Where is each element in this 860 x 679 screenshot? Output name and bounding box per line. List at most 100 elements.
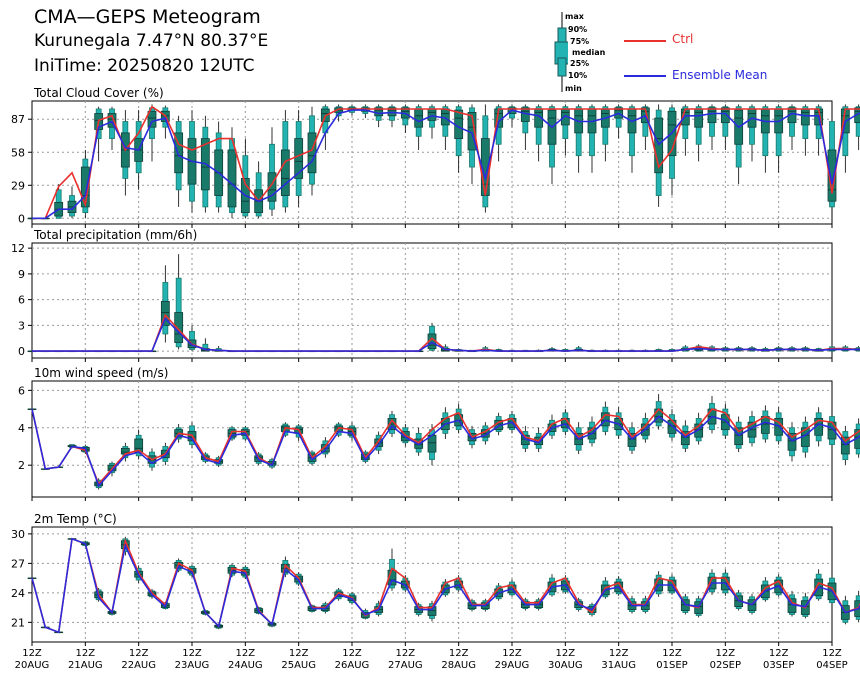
box-inner bbox=[280, 149, 290, 196]
box-inner bbox=[174, 132, 184, 174]
x-tick-hour-label: 12Z bbox=[22, 648, 42, 659]
x-tick-date-label: 01SEP bbox=[656, 660, 687, 671]
box-inner bbox=[680, 431, 690, 446]
x-tick-date-label: 20AUG bbox=[15, 660, 50, 671]
legend-median-label: median bbox=[572, 48, 606, 57]
x-tick-date-label: 24AUG bbox=[228, 660, 263, 671]
legend-p25-label: 25% bbox=[570, 59, 590, 68]
y-tick-label: 0 bbox=[18, 345, 25, 358]
y-tick-label: 24 bbox=[11, 587, 25, 600]
x-tick-date-label: 22AUG bbox=[121, 660, 156, 671]
box-inner bbox=[694, 423, 704, 438]
location-label: Kurunegala 7.47°N 80.37°E bbox=[34, 31, 269, 51]
box-inner bbox=[427, 108, 437, 121]
legend-p75-label: 75% bbox=[570, 37, 590, 46]
y-tick-label: 87 bbox=[11, 113, 25, 126]
mean-legend-label: Ensemble Mean bbox=[672, 68, 768, 82]
panel-title-temp: 2m Temp (°C) bbox=[34, 512, 117, 526]
box-inner bbox=[147, 110, 157, 128]
series-legend: Ctrl Ensemble Mean bbox=[620, 30, 820, 90]
x-tick-date-label: 23AUG bbox=[175, 660, 210, 671]
panel-title-wind: 10m wind speed (m/s) bbox=[34, 366, 168, 380]
box-inner bbox=[307, 132, 317, 174]
box-inner bbox=[827, 149, 837, 202]
panel-title-cloud: Total Cloud Cover (%) bbox=[33, 86, 164, 100]
legend-p90-label: 90% bbox=[568, 25, 588, 34]
y-tick-label: 21 bbox=[11, 616, 25, 629]
box-inner bbox=[707, 107, 717, 124]
x-tick-date-label: 29AUG bbox=[495, 660, 530, 671]
box-inner bbox=[800, 108, 810, 126]
x-tick-date-label: 21AUG bbox=[68, 660, 103, 671]
x-tick-hour-label: 12Z bbox=[716, 648, 736, 659]
x-tick-hour-label: 12Z bbox=[342, 648, 362, 659]
header: CMA—GEPS Meteogram Kurunegala 7.47°N 80.… bbox=[0, 0, 860, 100]
mean-line-temp bbox=[31, 537, 860, 634]
page-title: CMA—GEPS Meteogram bbox=[34, 6, 261, 28]
x-tick-date-label: 04SEP bbox=[816, 660, 847, 671]
box-inner bbox=[160, 300, 170, 326]
y-tick-label: 4 bbox=[18, 422, 25, 435]
mean-line-wind bbox=[31, 408, 860, 488]
y-tick-label: 29 bbox=[11, 179, 25, 192]
x-tick-date-label: 31AUG bbox=[601, 660, 636, 671]
boxplot-legend-icon bbox=[554, 12, 568, 92]
box-inner bbox=[107, 113, 117, 128]
y-tick-label: 2 bbox=[18, 459, 25, 472]
x-tick-hour-label: 12Z bbox=[769, 648, 789, 659]
x-tick-date-label: 27AUG bbox=[388, 660, 423, 671]
x-tick-date-label: 30AUG bbox=[548, 660, 583, 671]
x-tick-date-label: 02SEP bbox=[710, 660, 741, 671]
y-tick-label: 9 bbox=[18, 268, 25, 281]
mean-line-precip bbox=[32, 317, 860, 352]
x-tick-date-label: 03SEP bbox=[763, 660, 794, 671]
y-tick-label: 58 bbox=[11, 146, 25, 159]
ctrl-legend-label: Ctrl bbox=[672, 32, 694, 46]
x-tick-hour-label: 12Z bbox=[129, 648, 149, 659]
box-inner bbox=[694, 108, 704, 128]
mean-line-cloud bbox=[32, 109, 860, 220]
legend-min-label: min bbox=[565, 84, 582, 93]
x-tick-hour-label: 12Z bbox=[662, 648, 682, 659]
x-tick-hour-label: 12Z bbox=[609, 648, 629, 659]
init-time-label: IniTime: 20250820 12UTC bbox=[34, 56, 255, 76]
ctrl-line-wind bbox=[31, 407, 860, 486]
x-tick-hour-label: 12Z bbox=[289, 648, 309, 659]
y-tick-label: 12 bbox=[11, 242, 25, 255]
y-tick-label: 6 bbox=[18, 294, 25, 307]
x-tick-hour-label: 12Z bbox=[449, 648, 469, 659]
box-inner bbox=[720, 107, 730, 124]
y-tick-label: 30 bbox=[11, 528, 25, 541]
x-tick-hour-label: 12Z bbox=[556, 648, 576, 659]
legend-max-label: max bbox=[565, 12, 584, 21]
y-tick-label: 6 bbox=[18, 384, 25, 397]
y-tick-label: 3 bbox=[18, 319, 25, 332]
boxplot-legend: max 90% 75% median 25% 10% min bbox=[548, 8, 658, 98]
box-inner bbox=[654, 117, 664, 174]
box-inner bbox=[414, 108, 424, 128]
x-tick-hour-label: 12Z bbox=[236, 648, 256, 659]
x-tick-date-label: 26AUG bbox=[335, 660, 370, 671]
panel-frame-precip bbox=[31, 242, 833, 359]
ctrl-legend-line bbox=[624, 40, 666, 42]
y-tick-label: 0 bbox=[18, 212, 25, 225]
box-inner bbox=[227, 149, 237, 208]
x-tick-date-label: 25AUG bbox=[281, 660, 316, 671]
panel-title-precip: Total precipitation (mm/6h) bbox=[33, 228, 197, 242]
x-tick-hour-label: 12Z bbox=[76, 648, 96, 659]
mean-legend-line bbox=[624, 75, 666, 77]
box-inner bbox=[294, 138, 304, 179]
x-tick-hour-label: 12Z bbox=[182, 648, 202, 659]
box-inner bbox=[80, 166, 90, 208]
x-tick-hour-label: 12Z bbox=[822, 648, 842, 659]
ctrl-line-cloud bbox=[32, 105, 860, 220]
x-tick-hour-label: 12Z bbox=[396, 648, 416, 659]
box-inner bbox=[267, 172, 277, 202]
x-tick-date-label: 28AUG bbox=[441, 660, 476, 671]
x-tick-hour-label: 12Z bbox=[502, 648, 522, 659]
box-inner bbox=[787, 432, 797, 451]
y-tick-label: 27 bbox=[11, 557, 25, 570]
box-inner bbox=[840, 436, 850, 455]
box-inner bbox=[760, 416, 770, 434]
